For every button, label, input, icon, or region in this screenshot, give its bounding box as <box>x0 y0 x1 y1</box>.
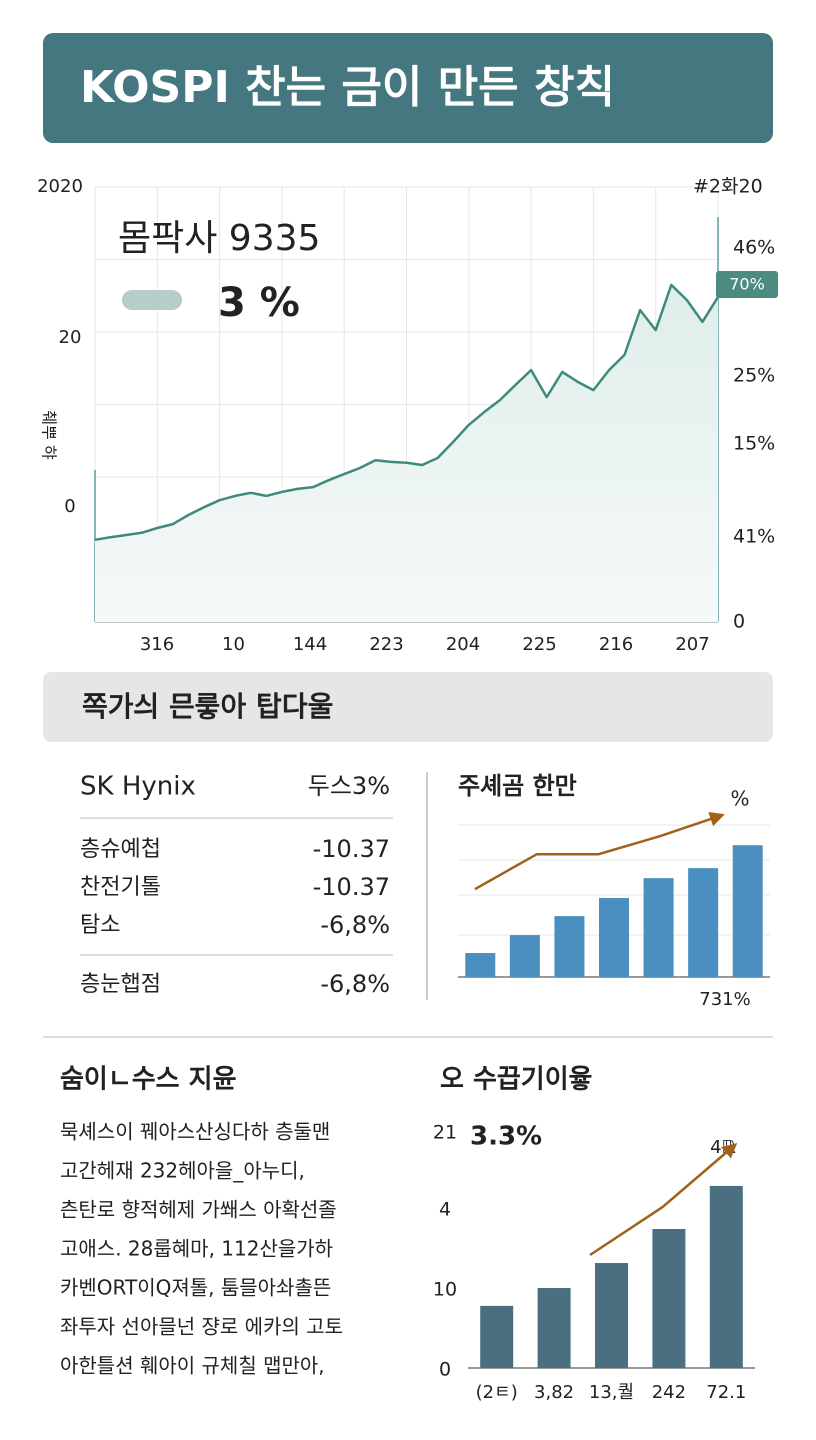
bar <box>595 1263 628 1368</box>
x-axis-label: 223 <box>369 634 403 655</box>
x-axis-label: 225 <box>522 634 556 655</box>
page-title: KOSPI 찬는 금이 만든 창칙 <box>80 62 615 113</box>
badge <box>716 271 778 298</box>
article-line: 고애스. 28룹혜마, 112산을가하 <box>60 1237 333 1261</box>
article-line: 고간헤재 232헤아을_아누디, <box>60 1159 305 1183</box>
section-title: 쪽가싀 믄뤃아 탑다울 <box>82 690 333 723</box>
table-cell: 층슈예첩 <box>80 837 161 862</box>
bar <box>732 845 763 977</box>
table-cell: -10.37 <box>313 835 390 863</box>
title-banner <box>43 33 773 143</box>
bar <box>688 868 719 977</box>
table-cell: -6,8% <box>320 970 390 998</box>
y-axis-label: 15% <box>733 433 775 455</box>
y-axis-label: 21 <box>433 1122 457 1144</box>
area <box>95 284 718 622</box>
table-cell: -10.37 <box>313 873 390 901</box>
section-banner <box>43 672 773 742</box>
y-axis-label: 2020 <box>37 176 83 197</box>
y-axis-label: 0 <box>64 496 75 517</box>
x-axis-label: 204 <box>446 634 480 655</box>
y-axis-title: 췌뿌 햐 <box>40 410 59 460</box>
table-cell: -6,8% <box>320 911 390 939</box>
y-axis-label: 41% <box>733 526 775 548</box>
trend-line <box>474 811 725 891</box>
y-axis-label: 4 <box>439 1199 451 1221</box>
bar <box>537 1288 571 1368</box>
x-axis-label: 144 <box>293 634 327 655</box>
y-axis-label: 20 <box>59 327 82 348</box>
article-title: 숨이ㄴ수스 지윤 <box>60 1065 237 1095</box>
headline: 3.3% <box>470 1122 542 1152</box>
article-line: 카벤ORT이Q져톨, 툼믈아솨촐뜬 <box>60 1276 331 1300</box>
table-cell: 찬전기톨 <box>80 875 161 900</box>
x-axis-label: 216 <box>599 634 633 655</box>
article-line: 좌투자 선아믈넌 쟝로 에카의 고토 <box>60 1315 343 1339</box>
y-axis-label: 0 <box>733 611 745 633</box>
overlay-value: 3 % <box>218 280 300 326</box>
x-axis-label: (2ㅌ) <box>476 1382 518 1403</box>
bar <box>709 1185 743 1368</box>
table-head: 두스3% <box>308 772 390 800</box>
x-axis-label: 3,82 <box>534 1382 574 1403</box>
table-cell: 탐소 <box>80 913 120 938</box>
y-axis-label: 25% <box>733 365 775 387</box>
overlay-label: 몸팍사 9335 <box>118 218 320 259</box>
x-axis-label: 10 <box>222 634 245 655</box>
article-line: 츤탄로 향적헤제 가쐐스 아확선졸 <box>60 1198 337 1222</box>
table-head: SK Hynix <box>80 772 196 802</box>
pill <box>122 290 182 310</box>
bar <box>599 898 629 977</box>
x-axis-label: 13,퀄 <box>589 1382 634 1403</box>
table-cell: 층눈햅점 <box>80 972 161 997</box>
chart-note: % <box>730 787 749 811</box>
article-line: 아한틀션 훼아이 규체칠 맵만아, <box>60 1354 325 1378</box>
article-line: 묵셰스이 꿰아스산싱다하 층둘맨 <box>60 1120 330 1144</box>
y-axis-label: 10 <box>433 1279 457 1301</box>
bar <box>480 1305 514 1368</box>
bar <box>509 935 540 977</box>
y-axis-label: #2화20 <box>693 176 763 198</box>
chart-title: 주셰곰 한만 <box>458 772 577 800</box>
x-axis-label: 72.1 <box>706 1382 746 1403</box>
badge-text: 70% <box>729 275 765 294</box>
x-axis-label: 207 <box>675 634 709 655</box>
x-axis-label: 242 <box>652 1382 686 1403</box>
chart-title: 오 수끕기이윻 <box>440 1065 593 1095</box>
trend-line <box>589 1143 738 1257</box>
bar <box>652 1229 686 1368</box>
y-axis-label: 0 <box>439 1359 451 1381</box>
y-axis-label: 46% <box>733 237 775 259</box>
bar <box>643 878 674 977</box>
x-axis-label: 316 <box>140 634 174 655</box>
line <box>94 283 720 542</box>
chart-note: 731% <box>699 989 750 1010</box>
bar <box>465 953 496 977</box>
bar <box>554 916 585 977</box>
